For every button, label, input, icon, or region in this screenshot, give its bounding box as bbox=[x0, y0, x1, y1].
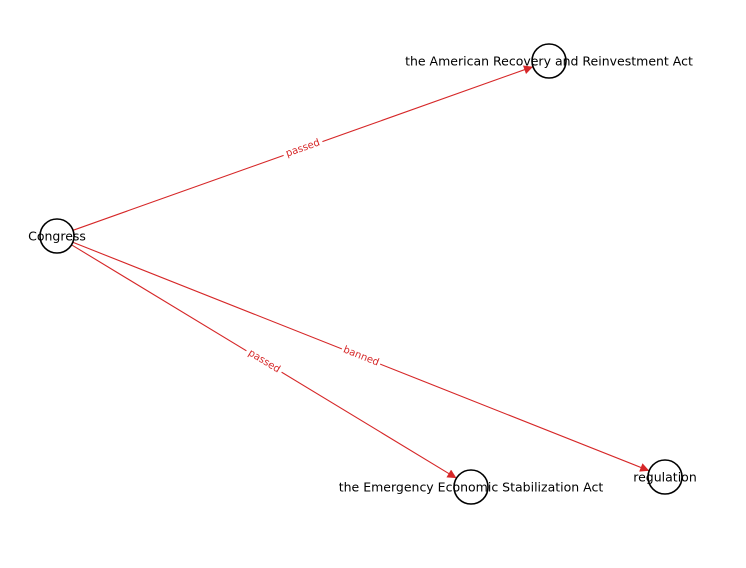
node-label: regulation bbox=[633, 470, 697, 485]
node-eesa: the Emergency Economic Stabilization Act bbox=[339, 469, 604, 505]
edge-label-background bbox=[281, 135, 325, 162]
node-circle bbox=[531, 43, 567, 79]
edge-label-background bbox=[339, 343, 383, 370]
edge-label-text: passed bbox=[284, 137, 321, 159]
node-circle bbox=[39, 218, 75, 254]
node-label: Congress bbox=[28, 229, 86, 244]
edge-label-congress-arra: passed bbox=[281, 135, 325, 162]
node-congress: Congress bbox=[28, 218, 86, 254]
node-label: the American Recovery and Reinvestment A… bbox=[405, 54, 693, 69]
edge-label-text: banned bbox=[341, 344, 380, 368]
edge-labels-layer: passed passed banned bbox=[243, 135, 383, 378]
nodes-layer: Congress the American Recovery and Reinve… bbox=[28, 43, 697, 505]
edge-label-background bbox=[243, 345, 285, 378]
node-label: the Emergency Economic Stabilization Act bbox=[339, 480, 604, 495]
node-circle bbox=[453, 469, 489, 505]
edge-label-text: passed bbox=[246, 348, 282, 376]
node-circle bbox=[647, 459, 683, 495]
edge-label-congress-eesa: passed bbox=[243, 345, 285, 378]
node-regulation: regulation bbox=[633, 459, 697, 495]
edge-label-congress-regulation: banned bbox=[339, 343, 383, 370]
node-arra: the American Recovery and Reinvestment A… bbox=[405, 43, 693, 79]
edges-layer bbox=[71, 65, 650, 479]
